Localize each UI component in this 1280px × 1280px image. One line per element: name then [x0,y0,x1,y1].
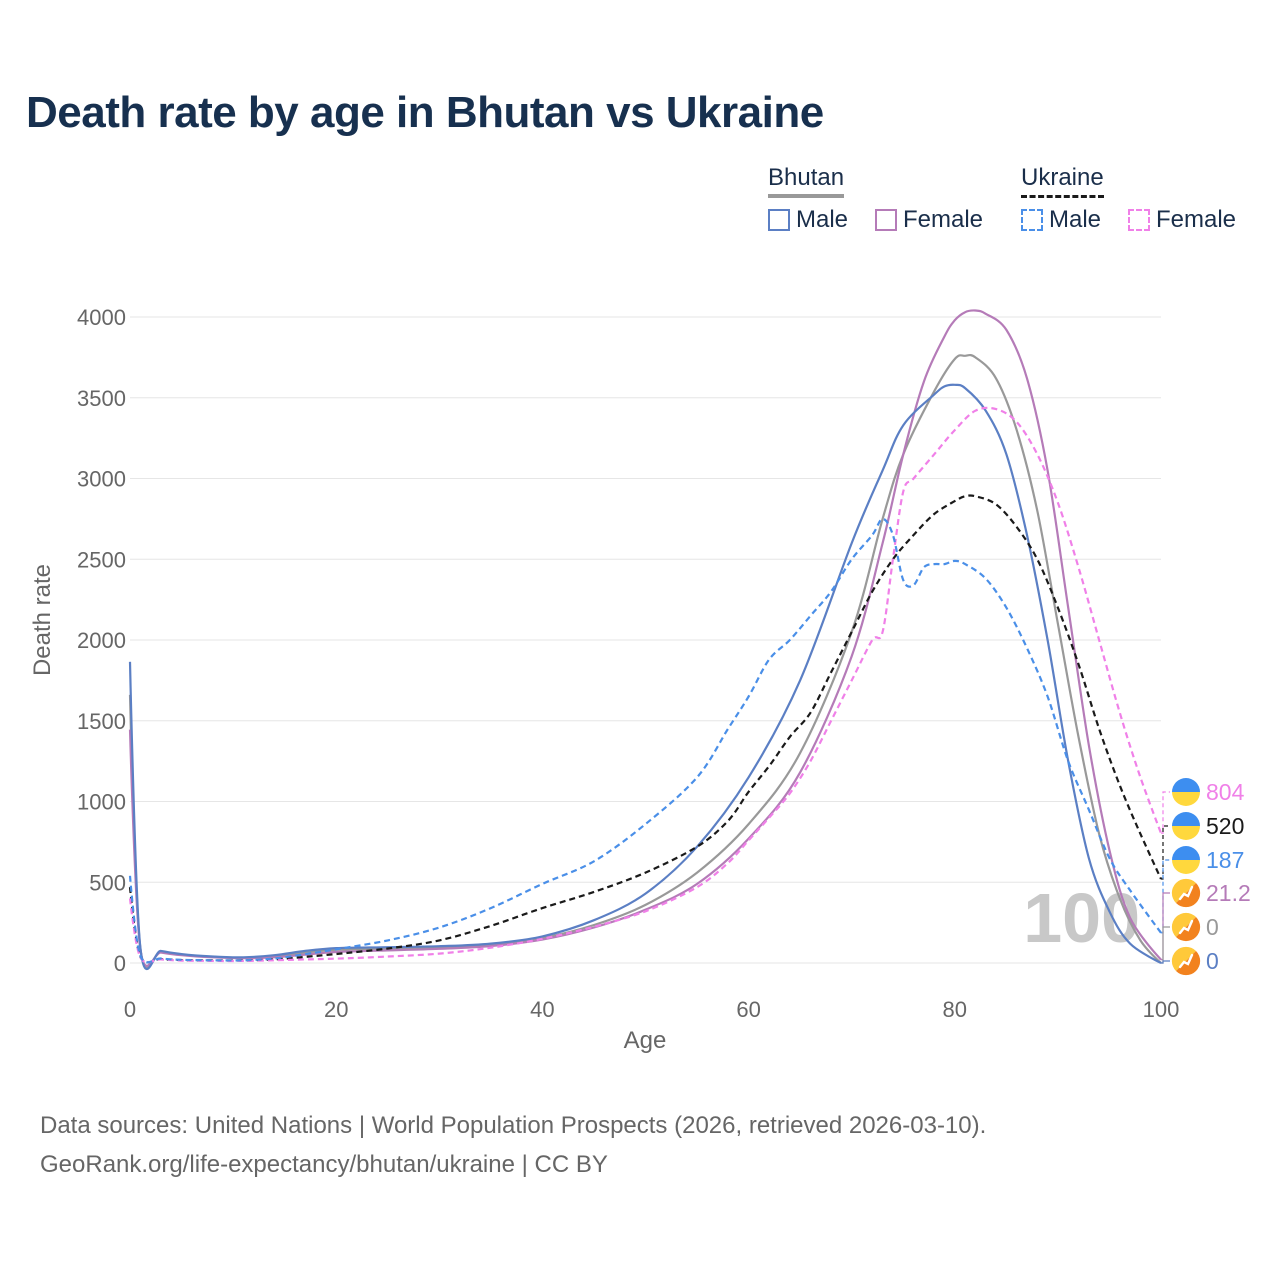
x-tick-label: 0 [124,997,136,1022]
y-tick-label: 0 [114,951,126,976]
series-line-bhutan-male[interactable] [128,383,1162,971]
bhutan-flag-dragon [1178,953,1194,969]
end-labels: 804 520 187 21.2 0 0 [1161,778,1251,976]
bhutan-flag-icon [1171,878,1201,908]
series-lines [128,309,1163,971]
series-line-ukraine-male[interactable] [128,517,1162,964]
ukraine-flag-icon [1172,846,1200,874]
y-axis-label: Death rate [29,564,56,676]
end-connector [1161,791,1170,834]
series-line-bhutan-female[interactable] [128,309,1162,967]
end-value-label: 21.2 [1206,880,1251,906]
y-tick-label: 3500 [77,386,126,411]
source-line-1: Data sources: United Nations | World Pop… [40,1112,987,1139]
x-tick-label: 100 [1143,997,1180,1022]
series-line-ukraine-female[interactable] [128,406,1163,964]
chart-title: Death rate by age in Bhutan vs Ukraine [26,88,824,137]
y-tick-labels: 0 500 1000 1500 2000 2500 3000 3500 4000 [77,305,126,976]
ukraine-flag-icon [1172,812,1200,840]
y-tick-label: 1500 [77,709,126,734]
x-tick-label: 60 [736,997,760,1022]
grid [130,316,1161,964]
end-value-label: 0 [1206,948,1219,974]
end-connector [1161,960,1170,964]
end-connector [1161,859,1170,934]
end-value-label: 520 [1206,813,1244,839]
bhutan-flag-icon [1171,912,1201,942]
bhutan-flag-yellow-half [1171,912,1196,937]
series-line-bhutan-total[interactable] [128,353,1162,969]
y-tick-label: 2500 [77,547,126,572]
year-watermark: 100 [1023,879,1140,957]
bhutan-flag-dragon [1178,919,1194,935]
y-tick-label: 1000 [77,790,126,815]
bhutan-flag-yellow-half [1171,878,1196,903]
bhutan-flag-icon [1171,946,1201,976]
y-tick-label: 500 [89,870,126,895]
ukraine-flag-icon [1172,778,1200,806]
x-tick-label: 40 [530,997,554,1022]
ukraine-flag-yellow-half [1172,792,1200,806]
ukraine-flag-blue-half [1172,778,1200,792]
bhutan-flag-dragon [1178,885,1194,901]
x-tick-label: 80 [943,997,967,1022]
end-connector [1161,825,1170,880]
ukraine-flag-blue-half [1172,846,1200,860]
ukraine-flag-yellow-half [1172,860,1200,874]
source-line-2[interactable]: GeoRank.org/life-expectancy/bhutan/ukrai… [40,1151,608,1178]
end-value-label: 187 [1206,847,1244,873]
ukraine-flag-yellow-half [1172,826,1200,840]
end-value-label: 804 [1206,779,1245,805]
bhutan-flag-yellow-half [1171,946,1196,971]
source-note: Data sources: United Nations | World Pop… [40,1106,986,1184]
y-tick-label: 3000 [77,467,126,492]
x-tick-label: 20 [324,997,348,1022]
end-connector [1161,892,1170,961]
y-tick-label: 4000 [77,305,126,330]
x-axis-label: Age [624,1027,667,1054]
x-tick-labels: 0 20 40 60 80 100 [124,997,1179,1022]
ukraine-flag-blue-half [1172,812,1200,826]
end-value-label: 0 [1206,914,1219,940]
y-tick-label: 2000 [77,628,126,653]
